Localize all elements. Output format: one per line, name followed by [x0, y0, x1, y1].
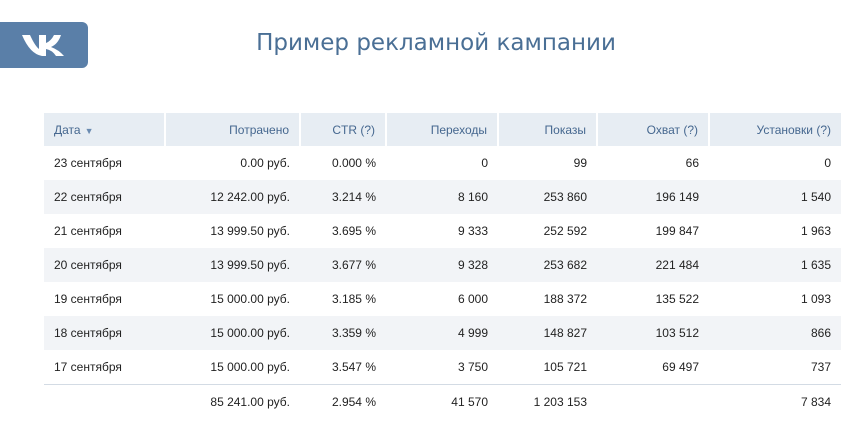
table-row: 20 сентября 13 999.50 руб. 3.677 % 9 328… — [44, 248, 841, 282]
cell-spent: 13 999.50 руб. — [210, 224, 290, 238]
table-header-row: Дата ▼ Потрачено CTR (?) Переходы Показы … — [44, 113, 841, 146]
cell-reach: 221 484 — [597, 248, 709, 282]
column-header-spent[interactable]: Потрачено — [164, 113, 300, 146]
cell-impressions: 148 827 — [498, 316, 597, 350]
table-row: 18 сентября 15 000.00 руб. 3.359 % 4 999… — [44, 316, 841, 350]
column-header-installs[interactable]: Установки (?) — [708, 113, 841, 146]
cell-reach: 196 149 — [597, 180, 709, 214]
cell-clicks: 9 333 — [457, 224, 488, 238]
cell-installs: 1 540 — [709, 180, 841, 214]
cell-clicks: 3 750 — [457, 360, 488, 374]
cell-installs: 1 093 — [800, 292, 831, 306]
table-row: 17 сентября 15 000.00 руб. 3.547 % 3 750… — [44, 350, 841, 385]
cell-reach: 103 512 — [597, 316, 709, 350]
column-header-impressions[interactable]: Показы — [497, 113, 597, 146]
cell-reach: 69 497 — [662, 360, 699, 374]
column-header-date[interactable]: Дата ▼ — [44, 113, 165, 146]
cell-spent: 0.00 руб. — [240, 156, 290, 170]
column-header-label: Установки (?) — [756, 122, 831, 137]
vk-logo[interactable] — [0, 22, 88, 68]
cell-ctr: 3.677 % — [300, 248, 386, 282]
cell-date: 20 сентября — [44, 248, 165, 282]
cell-impressions: 253 860 — [498, 180, 597, 214]
column-header-clicks[interactable]: Переходы — [385, 113, 498, 146]
column-header-label: Дата — [54, 122, 81, 137]
cell-spent: 13 999.50 руб. — [165, 248, 300, 282]
column-header-label: Охват (?) — [646, 122, 698, 137]
cell-installs: 866 — [709, 316, 841, 350]
total-reach — [597, 384, 709, 418]
cell-date: 17 сентября — [54, 360, 122, 374]
column-header-label: Показы — [544, 122, 586, 137]
cell-spent: 15 000.00 руб. — [165, 316, 300, 350]
vk-logo-icon — [22, 35, 64, 56]
total-installs: 7 834 — [709, 384, 841, 418]
table-row: 23 сентября 0.00 руб. 0.000 % 0 99 66 0 — [44, 146, 841, 180]
campaign-stats-table: Дата ▼ Потрачено CTR (?) Переходы Показы … — [44, 113, 841, 418]
cell-ctr: 3.214 % — [300, 180, 386, 214]
table-row: 22 сентября 12 242.00 руб. 3.214 % 8 160… — [44, 180, 841, 214]
total-date — [44, 384, 165, 418]
total-impressions: 1 203 153 — [498, 384, 597, 418]
cell-impressions: 252 592 — [543, 224, 587, 238]
totals-row: 85 241.00 руб. 2.954 % 41 570 1 203 153 … — [44, 384, 841, 418]
cell-reach: 199 847 — [655, 224, 699, 238]
cell-date: 23 сентября — [54, 156, 122, 170]
cell-clicks: 4 999 — [386, 316, 498, 350]
cell-installs: 1 963 — [800, 224, 831, 238]
cell-installs: 1 635 — [709, 248, 841, 282]
column-header-reach[interactable]: Охват (?) — [596, 113, 709, 146]
cell-ctr: 3.185 % — [331, 292, 376, 306]
total-ctr: 2.954 % — [300, 384, 386, 418]
cell-reach: 135 522 — [655, 292, 699, 306]
cell-reach: 66 — [685, 156, 699, 170]
cell-ctr: 3.359 % — [300, 316, 386, 350]
cell-clicks: 0 — [481, 156, 488, 170]
cell-date: 22 сентября — [44, 180, 165, 214]
cell-date: 18 сентября — [44, 316, 165, 350]
page-title-text: Пример рекламной кампании — [256, 30, 616, 56]
cell-impressions: 99 — [573, 156, 587, 170]
cell-spent: 15 000.00 руб. — [210, 292, 290, 306]
cell-ctr: 0.000 % — [331, 156, 376, 170]
cell-impressions: 188 372 — [543, 292, 587, 306]
table-row: 19 сентября 15 000.00 руб. 3.185 % 6 000… — [44, 282, 841, 316]
cell-spent: 12 242.00 руб. — [165, 180, 300, 214]
column-header-label: Потрачено — [229, 122, 289, 137]
column-header-ctr[interactable]: CTR (?) — [299, 113, 386, 146]
cell-clicks: 8 160 — [386, 180, 498, 214]
cell-date: 19 сентября — [54, 292, 122, 306]
page-title: Пример рекламной кампании — [0, 30, 864, 56]
cell-installs: 737 — [810, 360, 831, 374]
total-clicks: 41 570 — [386, 384, 498, 418]
cell-impressions: 105 721 — [543, 360, 587, 374]
cell-spent: 15 000.00 руб. — [210, 360, 290, 374]
cell-impressions: 253 682 — [498, 248, 597, 282]
total-spent: 85 241.00 руб. — [165, 384, 300, 418]
column-header-label: CTR (?) — [332, 122, 375, 137]
cell-ctr: 3.547 % — [331, 360, 376, 374]
cell-date: 21 сентября — [54, 224, 122, 238]
cell-installs: 0 — [824, 156, 831, 170]
column-header-label: Переходы — [430, 122, 487, 137]
cell-clicks: 9 328 — [386, 248, 498, 282]
sort-desc-icon: ▼ — [84, 125, 94, 136]
table-row: 21 сентября 13 999.50 руб. 3.695 % 9 333… — [44, 214, 841, 248]
cell-clicks: 6 000 — [457, 292, 488, 306]
cell-ctr: 3.695 % — [331, 224, 376, 238]
